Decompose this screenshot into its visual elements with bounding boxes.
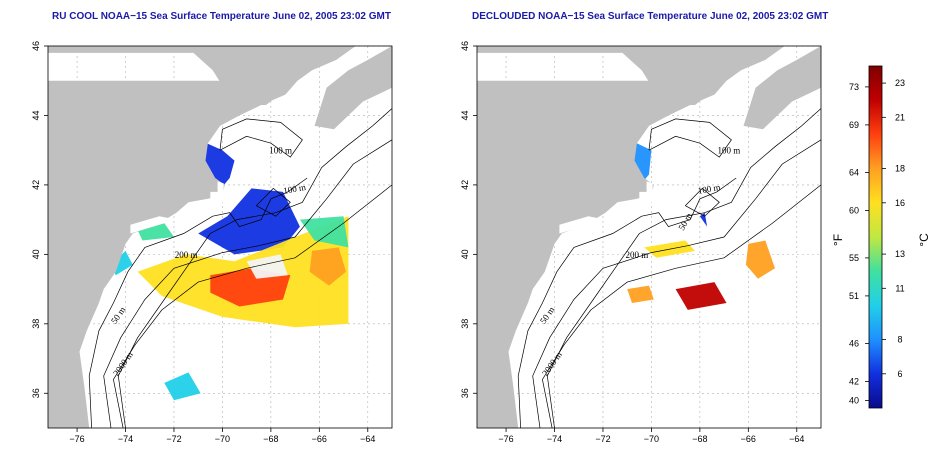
x-tick-label: −72: [595, 434, 610, 444]
sst-patch: [627, 285, 654, 303]
land-mass: [477, 80, 727, 428]
panel-2-title: DECLOUDED NOAA−15 Sea Surface Temperatur…: [472, 11, 829, 22]
contour-label: 200 m: [175, 250, 198, 260]
celsius-tick-label: 23: [895, 78, 905, 88]
y-tick-label: 40: [31, 249, 41, 259]
sst-patch: [745, 240, 775, 279]
bathymetry-contour: [546, 108, 822, 429]
contour-label: 100 m: [283, 182, 307, 196]
x-tick-label: −68: [692, 434, 707, 444]
celsius-tick-label: 16: [895, 198, 905, 208]
celsius-label: °C: [917, 233, 931, 247]
x-tick-label: −66: [312, 434, 327, 444]
sst-patch: [675, 282, 727, 310]
y-tick-label: 36: [31, 388, 41, 398]
sst-map-declouded: 100 m 100 m 50 m 200 m 50 m 2000 m −76 −74 −72 −7…: [460, 41, 822, 444]
sst-patch: [309, 247, 346, 286]
y-tick-label: 38: [460, 319, 470, 329]
contour-label: 100 m: [269, 146, 292, 156]
land-mass: [314, 46, 392, 130]
celsius-tick-label: 18: [895, 164, 905, 174]
fahrenheit-tick-label: 73: [849, 82, 859, 92]
x-tick-label: −64: [789, 434, 804, 444]
bathymetry-contour: [685, 187, 720, 217]
celsius-tick-label: 11: [895, 283, 904, 293]
bathymetry-contour: [648, 118, 732, 158]
bathymetry-contour: [113, 184, 393, 429]
fahrenheit-tick-label: 60: [849, 205, 859, 215]
contour-label: 50 m: [109, 305, 128, 326]
y-tick-label: 38: [31, 319, 41, 329]
x-tick-label: −74: [118, 434, 133, 444]
x-tick-label: −76: [498, 434, 513, 444]
contour-label: 50 m: [538, 305, 557, 326]
y-tick-label: 36: [460, 388, 470, 398]
sst-patch: [699, 212, 708, 227]
celsius-tick-label: 6: [897, 369, 902, 379]
map-frame: [47, 45, 393, 429]
sst-map-ru-cool: 100 m 100 m 200 m 50 m 2000 m −76 −74 −72 −70 −68…: [31, 41, 393, 444]
x-tick-label: −70: [644, 434, 659, 444]
x-tick-label: −68: [263, 434, 278, 444]
sst-patch: [137, 223, 174, 241]
fahrenheit-tick-label: 69: [849, 120, 859, 130]
celsius-tick-label: 21: [895, 112, 905, 122]
fahrenheit-tick-label: 64: [849, 167, 859, 177]
x-tick-label: −70: [215, 434, 230, 444]
fahrenheit-tick-label: 55: [849, 253, 859, 263]
bathymetry-contour: [542, 184, 822, 429]
sst-patch: [198, 188, 300, 255]
fahrenheit-label: °F: [831, 234, 845, 246]
contour-label: 2000 m: [540, 350, 564, 378]
fahrenheit-tick-label: 51: [849, 291, 859, 301]
x-tick-label: −76: [69, 434, 84, 444]
contour-label: 100 m: [718, 146, 741, 156]
celsius-tick-label: 8: [897, 335, 902, 345]
sst-patch: [164, 372, 201, 401]
bathymetry-contour: [117, 108, 393, 429]
x-tick-label: −64: [360, 434, 375, 444]
contour-label: 100 m: [697, 182, 721, 196]
map-canvas-2: 100 m 100 m 50 m 200 m 50 m 2000 m −76 −74 −72 −7…: [460, 41, 822, 444]
bathymetry-contour: [532, 139, 822, 429]
y-tick-label: 42: [460, 180, 470, 190]
x-tick-label: −72: [166, 434, 181, 444]
sst-patch: [299, 216, 349, 248]
fahrenheit-tick-label: 40: [849, 395, 859, 405]
panel-1-title: RU COOL NOAA−15 Sea Surface Temperature …: [52, 11, 391, 22]
y-tick-label: 44: [31, 110, 41, 120]
sst-patch: [246, 254, 288, 279]
fahrenheit-tick-label: 42: [849, 376, 859, 386]
celsius-tick-label: 13: [895, 249, 905, 259]
bathymetry-contour: [256, 187, 291, 217]
land-mass: [48, 80, 298, 428]
contour-label: 50 m: [676, 211, 694, 232]
y-tick-label: 40: [460, 249, 470, 259]
map-frame: [476, 45, 822, 429]
y-tick-label: 42: [31, 180, 41, 190]
bathymetry-contour: [517, 177, 737, 429]
water-inlet: [210, 181, 224, 203]
temperature-colorbar: °F °C 23 21 18 16 13 11 8 6 73 69 64 60 55 51 46 42 40: [828, 60, 938, 425]
x-tick-label: −74: [547, 434, 562, 444]
y-tick-label: 44: [460, 110, 470, 120]
map-canvas-1: 100 m 100 m 200 m 50 m 2000 m −76 −74 −72 −70 −68…: [31, 41, 393, 444]
bathymetry-contour: [88, 177, 308, 429]
bathymetry-contour: [103, 139, 393, 429]
water-inlet: [559, 216, 606, 234]
y-tick-label: 46: [31, 41, 41, 51]
colorbar-gradient: [868, 65, 883, 409]
y-tick-label: 46: [460, 41, 470, 51]
land-mass: [743, 46, 821, 130]
fahrenheit-tick-label: 46: [849, 338, 859, 348]
bathymetry-contour: [219, 118, 303, 158]
sst-patch: [210, 268, 291, 307]
contour-label: 200 m: [626, 250, 649, 260]
water-inlet: [130, 216, 177, 234]
contour-label: 2000 m: [111, 350, 135, 378]
water-inlet: [639, 181, 653, 203]
x-tick-label: −66: [741, 434, 756, 444]
